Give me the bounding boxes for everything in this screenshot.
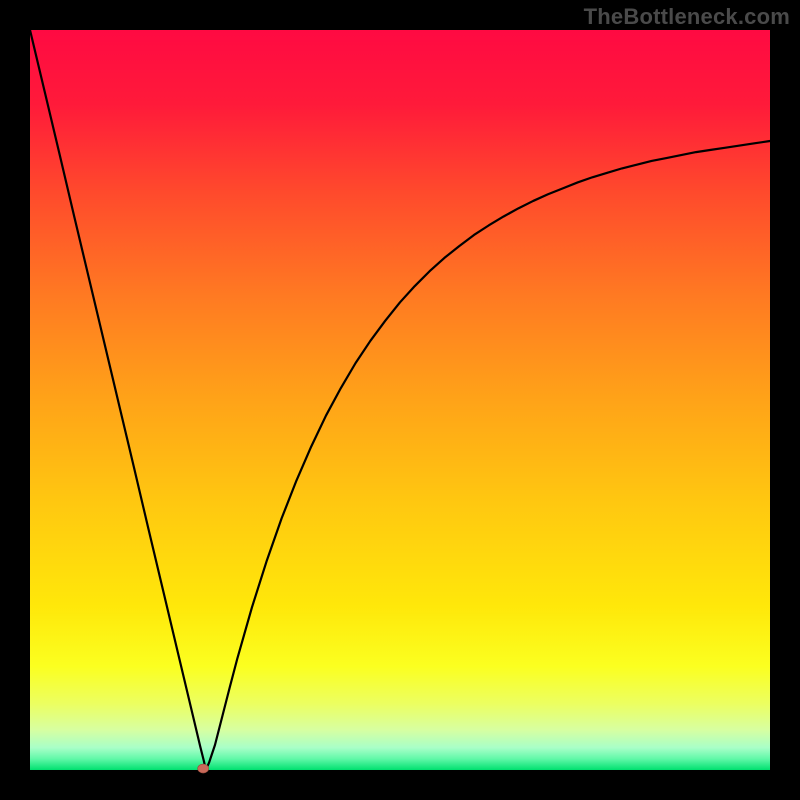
minimum-marker [198,764,209,773]
plot-background [30,30,770,770]
bottleneck-chart [0,0,800,800]
watermark-text: TheBottleneck.com [584,4,790,30]
chart-container: TheBottleneck.com [0,0,800,800]
